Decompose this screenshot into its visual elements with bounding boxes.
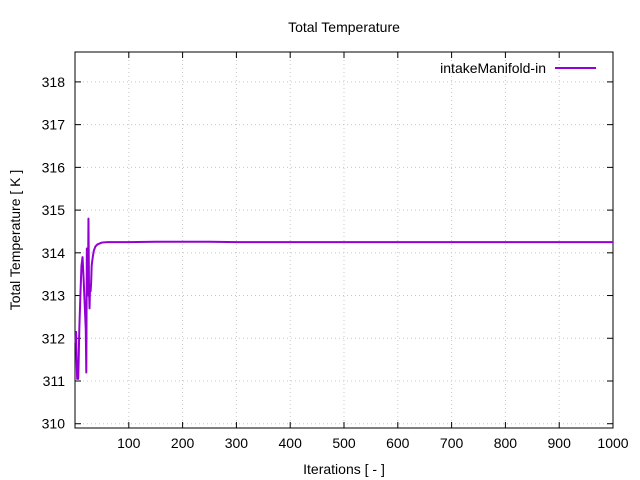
grid-lines [75, 52, 614, 428]
y-tick-label: 312 [42, 330, 66, 346]
chart-title: Total Temperature [288, 19, 400, 35]
y-tick-label: 317 [42, 117, 66, 133]
y-tick-label: 313 [42, 288, 66, 304]
x-tick-label: 900 [548, 435, 572, 451]
x-tick-label: 600 [386, 435, 410, 451]
y-tick-label: 318 [42, 74, 66, 90]
y-axis-label: Total Temperature [ K ] [7, 170, 23, 311]
y-tick-label: 310 [42, 416, 66, 432]
legend-label: intakeManifold-in [440, 60, 546, 76]
series-layer [74, 217, 613, 380]
series-line [74, 217, 613, 380]
y-tick-label: 311 [43, 373, 66, 389]
x-tick-label: 1000 [597, 435, 628, 451]
legend: intakeManifold-in [440, 60, 596, 76]
y-tick-label: 314 [42, 245, 66, 261]
y-tick-label: 315 [42, 202, 66, 218]
x-tick-label: 400 [279, 435, 303, 451]
x-tick-label: 800 [494, 435, 518, 451]
x-tick-label: 300 [225, 435, 249, 451]
axis-ticks: 100 200 300 400 500 600 700 800 900 1000 310 311 312… [42, 52, 629, 451]
x-tick-label: 100 [117, 435, 141, 451]
x-tick-label: 200 [171, 435, 195, 451]
x-tick-label: 700 [440, 435, 464, 451]
y-tick-label: 316 [42, 159, 66, 175]
x-tick-label: 500 [332, 435, 356, 451]
x-axis-label: Iterations [ - ] [303, 461, 385, 477]
